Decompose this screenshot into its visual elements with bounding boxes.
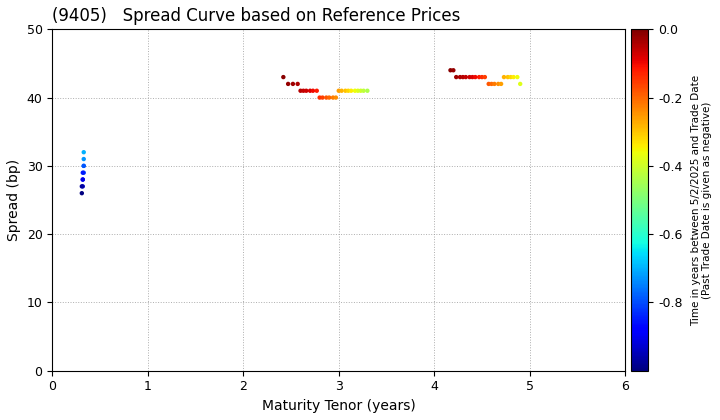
Point [78,163,89,169]
Point [305,87,316,94]
Point [445,67,456,74]
Point [77,176,89,183]
X-axis label: Maturity Tenor (years): Maturity Tenor (years) [262,399,415,413]
Point [457,74,469,81]
Point [498,74,510,81]
Point [469,74,481,81]
Text: (9405)   Spread Curve based on Reference Prices: (9405) Spread Curve based on Reference P… [53,7,461,25]
Point [486,81,498,87]
Point [336,87,347,94]
Point [297,87,309,94]
Point [311,87,323,94]
Point [489,81,500,87]
Point [314,94,325,101]
Point [473,74,485,81]
Point [77,176,89,183]
Point [78,156,89,163]
Point [323,94,335,101]
Point [495,81,507,87]
Point [282,81,294,87]
Point [361,87,373,94]
Point [355,87,366,94]
Point [340,87,351,94]
Point [352,87,364,94]
Point [76,183,88,190]
Point [300,87,312,94]
Point [343,87,354,94]
Point [328,94,339,101]
Point [505,74,516,81]
Point [346,87,357,94]
Point [317,94,328,101]
Point [294,87,306,94]
Point [451,74,462,81]
Y-axis label: Time in years between 5/2/2025 and Trade Date
(Past Trade Date is given as negat: Time in years between 5/2/2025 and Trade… [691,74,713,326]
Y-axis label: Spread (bp): Spread (bp) [7,159,21,241]
Point [278,74,289,81]
Point [512,74,523,81]
Point [78,169,89,176]
Point [479,74,490,81]
Point [483,81,495,87]
Point [508,74,519,81]
Point [467,74,478,81]
Point [502,74,513,81]
Point [320,94,332,101]
Point [448,67,459,74]
Point [492,81,504,87]
Point [78,149,89,155]
Point [358,87,369,94]
Point [464,74,475,81]
Point [77,183,89,190]
Point [76,190,88,197]
Point [333,87,344,94]
Point [307,87,319,94]
Point [287,81,299,87]
Point [330,94,341,101]
Point [77,169,89,176]
Point [78,163,89,169]
Point [515,81,526,87]
Point [292,81,303,87]
Point [476,74,487,81]
Point [349,87,361,94]
Point [460,74,472,81]
Point [454,74,466,81]
